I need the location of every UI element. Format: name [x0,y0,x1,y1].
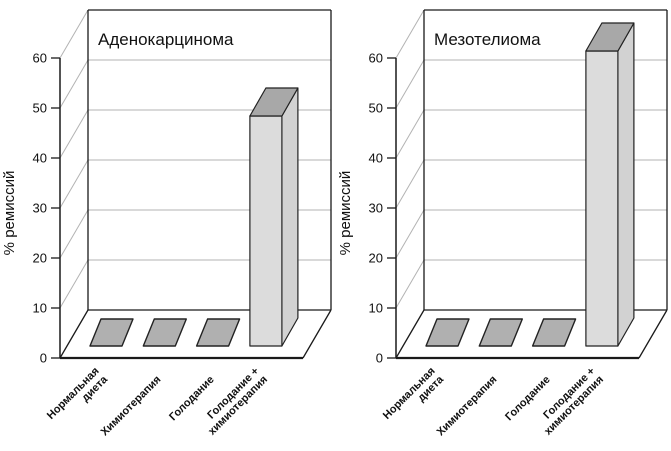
y-tick-label: 10 [33,301,47,316]
y-tick-label: 60 [369,51,383,66]
depth-line [59,259,89,309]
x-category-label: Нормальнаядиета [45,365,111,431]
bar-top-face [249,87,299,117]
depth-line [59,109,89,159]
bar-side-face [617,22,635,347]
bar-side-face [281,87,299,347]
depth-line [59,209,89,259]
floor-left-edge [395,309,425,359]
y-tick-label: 20 [369,251,383,266]
bar-zero [142,318,188,347]
bar-zero [89,318,134,347]
bar-top-face [585,22,635,52]
bar-front-face [585,50,619,347]
chart-title: Мезотелиома [434,30,541,49]
chart-panel: 0102030405060НормальнаядиетаХимиотерапия… [337,9,668,438]
floor-left-edge [59,309,89,359]
depth-line [395,259,425,309]
y-tick-label: 40 [33,151,47,166]
y-tick-label: 10 [369,301,383,316]
y-axis-label: % ремиссий [1,171,18,256]
depth-line [395,59,425,109]
depth-line [395,109,425,159]
bar-zero [478,318,523,347]
depth-line [59,159,89,209]
depth-line [395,159,425,209]
y-tick-label: 0 [40,351,47,366]
bar-zero [425,318,470,347]
y-tick-label: 0 [376,351,383,366]
y-tick-label: 20 [33,251,47,266]
depth-line [59,59,89,109]
y-tick-label: 50 [369,101,383,116]
bar-zero [531,318,577,347]
y-tick-label: 30 [33,201,47,216]
bar-front-face [249,115,283,347]
x-category-label: Нормальнаядиета [381,365,447,431]
y-tick-label: 50 [33,101,47,116]
floor-right-edge [638,309,668,359]
depth-line [395,209,425,259]
chart-title: Аденокарцинома [98,30,234,49]
y-tick-label: 40 [369,151,383,166]
y-tick-label: 60 [33,51,47,66]
depth-line [59,9,89,59]
depth-line [395,9,425,59]
bar-zero [195,318,241,347]
y-axis-label: % ремиссий [337,171,354,256]
chart-panel: 0102030405060НормальнаядиетаХимиотерапия… [1,9,332,438]
y-tick-label: 30 [369,201,383,216]
floor-right-edge [302,309,332,359]
